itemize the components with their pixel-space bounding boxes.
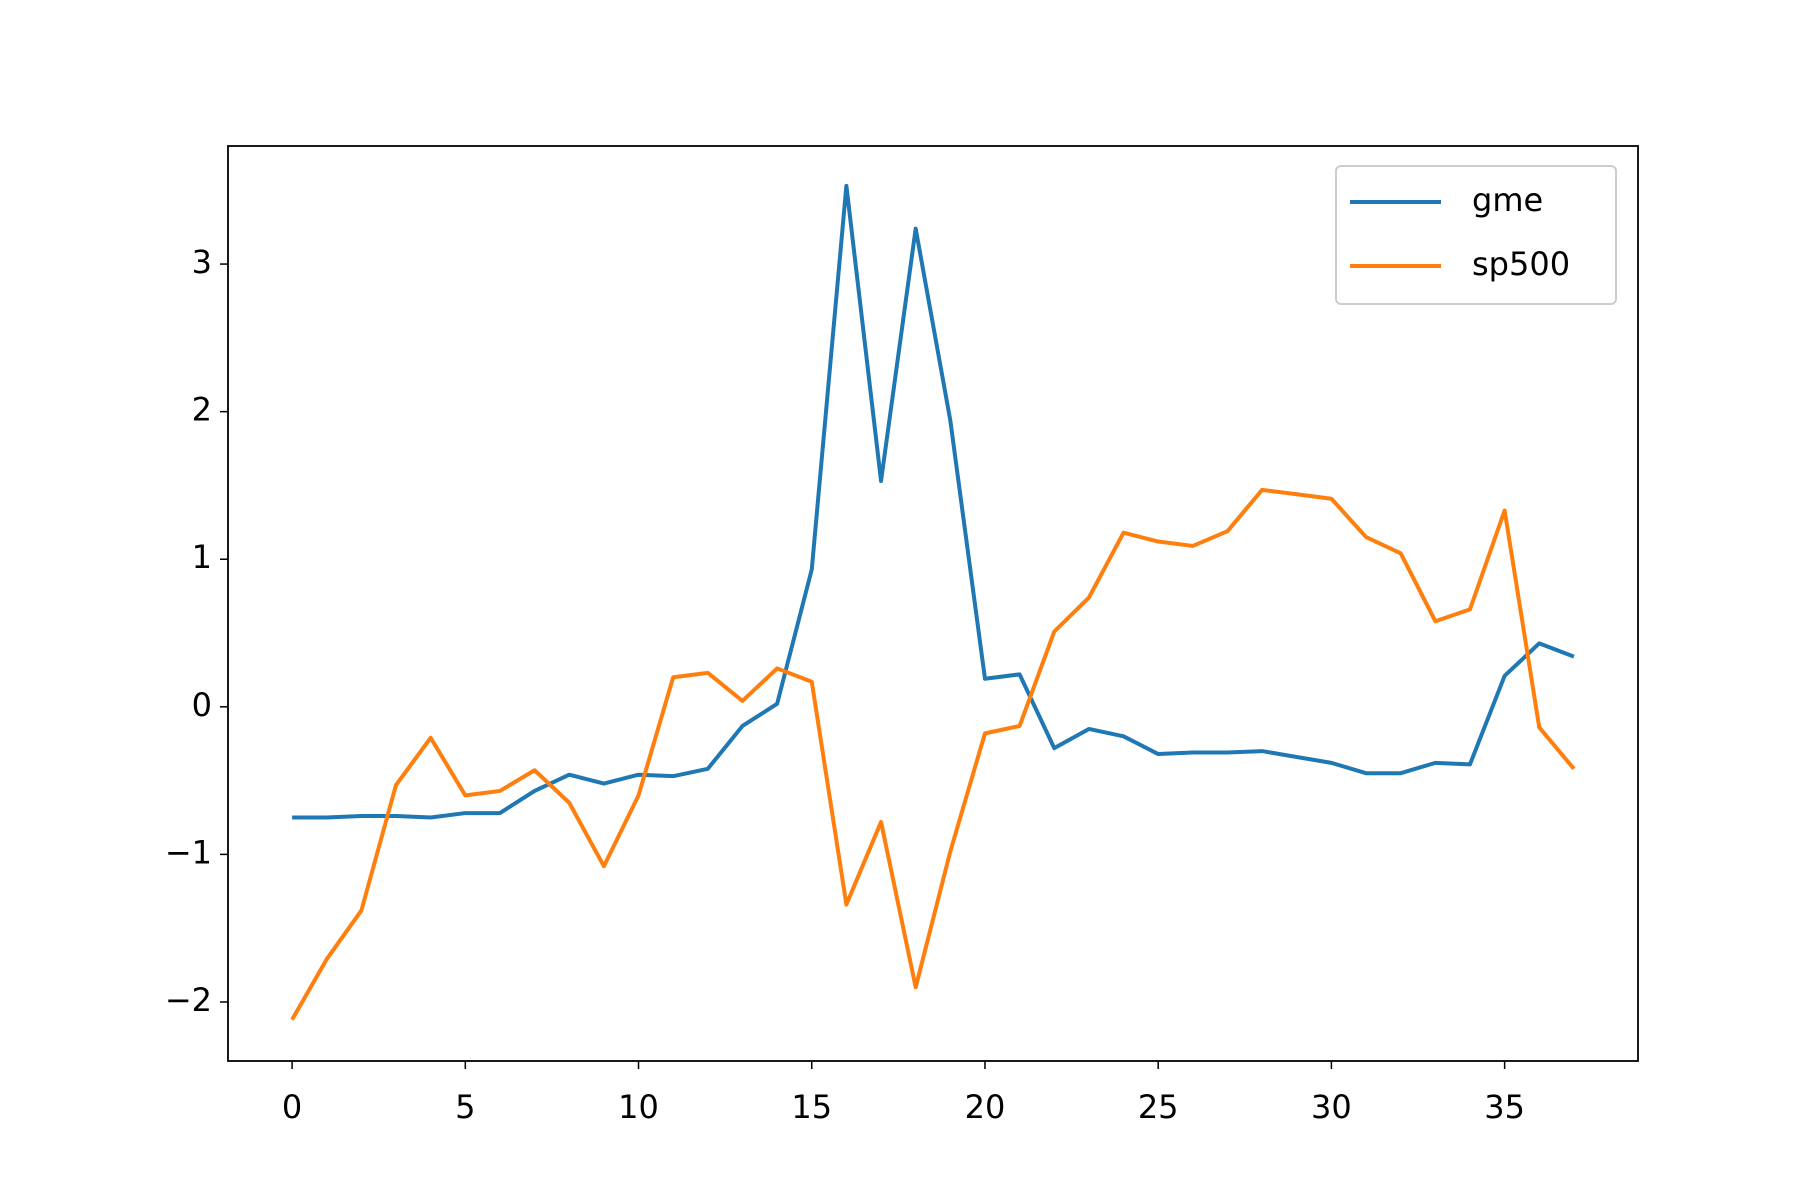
- y-tick-label: 2: [192, 391, 212, 429]
- x-tick-label: 10: [618, 1088, 659, 1126]
- legend-label: sp500: [1472, 245, 1570, 283]
- series-line: [292, 183, 1575, 820]
- y-tick-label: 1: [192, 538, 212, 576]
- x-tick-label: 35: [1484, 1088, 1525, 1126]
- y-tick-label: −1: [165, 833, 212, 871]
- x-tick-label: 20: [965, 1088, 1006, 1126]
- legend-label: gme: [1472, 181, 1543, 219]
- x-tick-label: 15: [791, 1088, 832, 1126]
- y-tick-label: −2: [165, 981, 212, 1019]
- x-tick-label: 5: [455, 1088, 475, 1126]
- y-tick-label: 0: [192, 686, 212, 724]
- series-line: [290, 487, 1576, 1021]
- y-tick-label: 3: [192, 243, 212, 281]
- plot-frame: [227, 145, 1639, 1062]
- x-tick-label: 25: [1138, 1088, 1179, 1126]
- x-tick-label: 0: [282, 1088, 302, 1126]
- x-tick-label: 30: [1311, 1088, 1352, 1126]
